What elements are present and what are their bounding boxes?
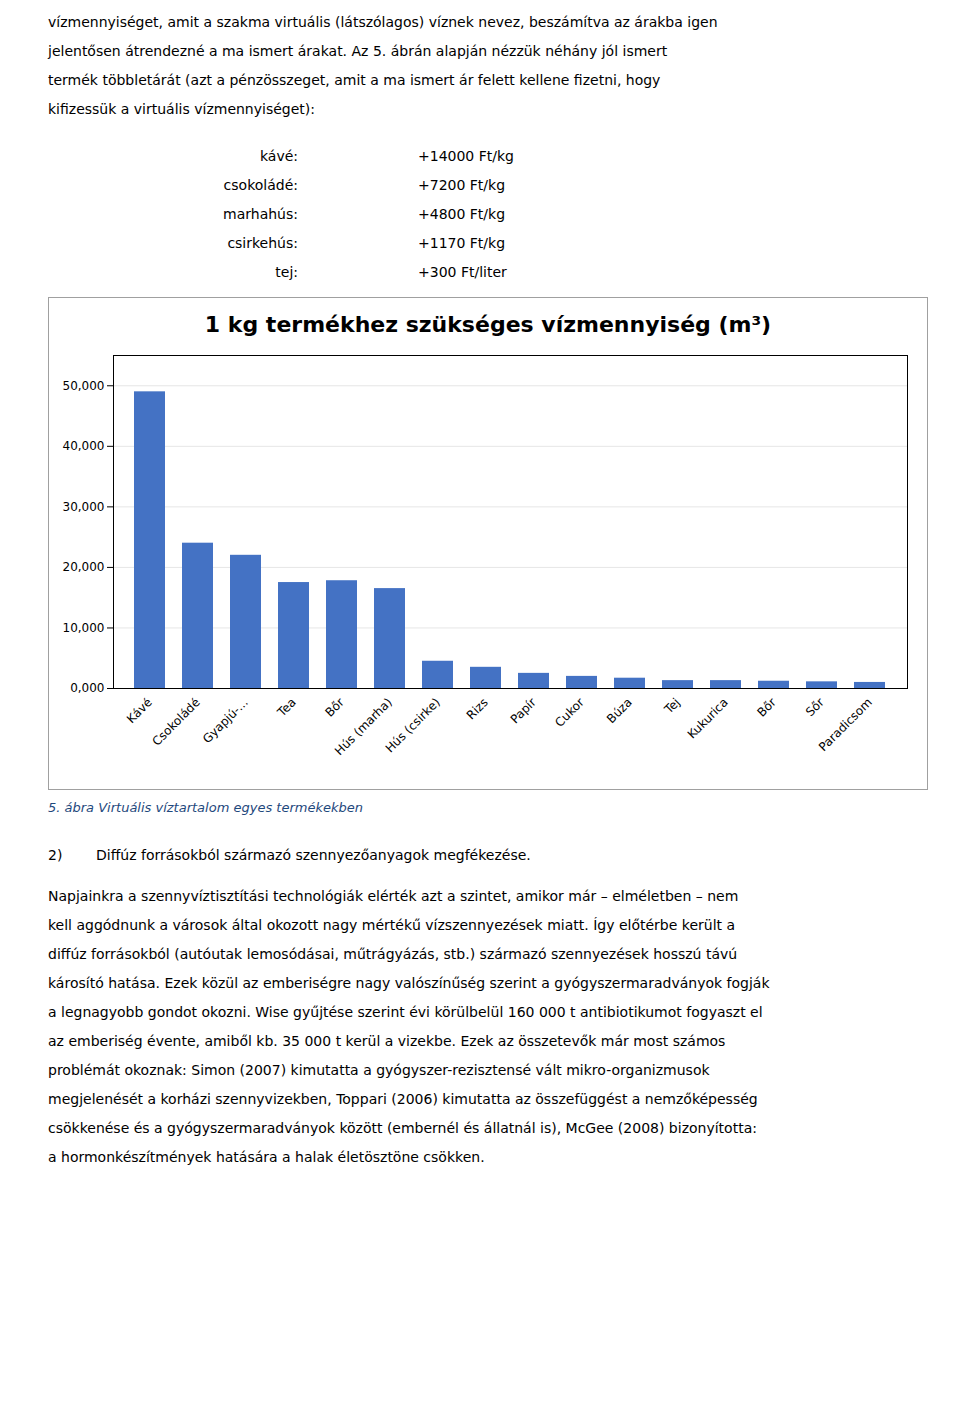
svg-text:0,000: 0,000 — [70, 681, 104, 695]
html-text:csokoládé:: csokoládé: — [223, 177, 298, 193]
svg-text:Hús (csirke): Hús (csirke) — [383, 695, 443, 755]
html-text:+4800 Ft/kg: +4800 Ft/kg — [418, 206, 506, 222]
svg-text:50,000: 50,000 — [63, 379, 105, 393]
html-text:kávé:: kávé: — [259, 148, 298, 164]
html-text:+1170 Ft/kg: +1170 Ft/kg — [418, 235, 506, 251]
html-text:diffúz forrásokból (autóutak l: diffúz forrásokból (autóutak lemosódásai… — [48, 946, 738, 962]
html-text:a legnagyobb gondot okozni. Wi: a legnagyobb gondot okozni. Wise gyűjtés… — [48, 1004, 763, 1020]
html-text:1 kg termékhez szükséges vízme: 1 kg termékhez szükséges vízmennyiség (m… — [204, 312, 772, 337]
html-text:Diffúz forrásokból származó sz: Diffúz forrásokból származó szennyezőany… — [96, 847, 531, 863]
svg-text:Paradicsom: Paradicsom — [816, 695, 875, 754]
svg-text:Rizs: Rizs — [464, 695, 491, 722]
html-text:megjelenését a korházi szennyv: megjelenését a korházi szennyvizekben, T… — [48, 1091, 758, 1107]
html-text:kell aggódnunk a városok által: kell aggódnunk a városok által okozott n… — [48, 917, 736, 933]
svg-text:Tea: Tea — [274, 695, 299, 720]
html-text:csökkenése és a gyógyszermarad: csökkenése és a gyógyszermaradványok köz… — [48, 1120, 757, 1136]
html-text:2): 2) — [48, 847, 63, 863]
svg-text:Bőr: Bőr — [322, 695, 346, 719]
html-text:vízmennyiséget, amit a szakma: vízmennyiséget, amit a szakma virtuális … — [48, 14, 718, 30]
svg-text:Bőr: Bőr — [754, 695, 778, 719]
html-text:kifizessük a virtuális vízmenn: kifizessük a virtuális vízmennyiséget): — [48, 101, 315, 117]
html-text:5. ábra Virtuális víztartalom: 5. ábra Virtuális víztartalom egyes term… — [48, 800, 363, 815]
svg-text:Kukurica: Kukurica — [685, 695, 731, 741]
svg-text:Búza: Búza — [604, 695, 635, 726]
svg-text:30,000: 30,000 — [63, 500, 105, 514]
svg-text:Kávé: Kávé — [124, 695, 155, 726]
html-text:az emberiség évente, amiből kb: az emberiség évente, amiből kb. 35 000 t… — [48, 1033, 726, 1049]
html-text:Napjainkra a szennyvíztisztítá: Napjainkra a szennyvíztisztítási technol… — [48, 888, 739, 904]
html-text:termék többletárát (azt a pénz: termék többletárát (azt a pénzösszeget, … — [48, 72, 661, 88]
html-text:+300 Ft/liter: +300 Ft/liter — [418, 264, 507, 280]
html-text:problémát okoznak: Simon (2007: problémát okoznak: Simon (2007) kimutatt… — [48, 1062, 710, 1078]
svg-text:Csokoládé: Csokoládé — [149, 695, 202, 748]
html-text:a hormonkészítmények hatására: a hormonkészítmények hatására a halak él… — [48, 1149, 485, 1165]
svg-text:Sőr: Sőr — [803, 695, 827, 719]
html-text:károsító hatása. Ezek közül az: károsító hatása. Ezek közül az emberiség… — [48, 975, 770, 991]
html-text:tej:: tej: — [275, 264, 298, 280]
svg-text:Tej: Tej — [661, 695, 683, 717]
html-text:+7200 Ft/kg: +7200 Ft/kg — [418, 177, 506, 193]
svg-text:10,000: 10,000 — [63, 621, 105, 635]
html-text:jelentősen átrendezné a ma ism: jelentősen átrendezné a ma ismert árakat… — [48, 43, 668, 59]
html-text:csirkehús:: csirkehús: — [227, 235, 298, 251]
svg-text:Papír: Papír — [508, 695, 539, 726]
html-text:marhahús:: marhahús: — [223, 206, 298, 222]
svg-text:Hús (marha): Hús (marha) — [332, 695, 395, 759]
svg-text:20,000: 20,000 — [63, 560, 105, 574]
svg-text:40,000: 40,000 — [63, 439, 105, 453]
svg-text:Gyapjú-...: Gyapjú-... — [200, 695, 251, 746]
html-text:+14000 Ft/kg: +14000 Ft/kg — [418, 148, 514, 164]
svg-text:Cukor: Cukor — [552, 695, 587, 730]
